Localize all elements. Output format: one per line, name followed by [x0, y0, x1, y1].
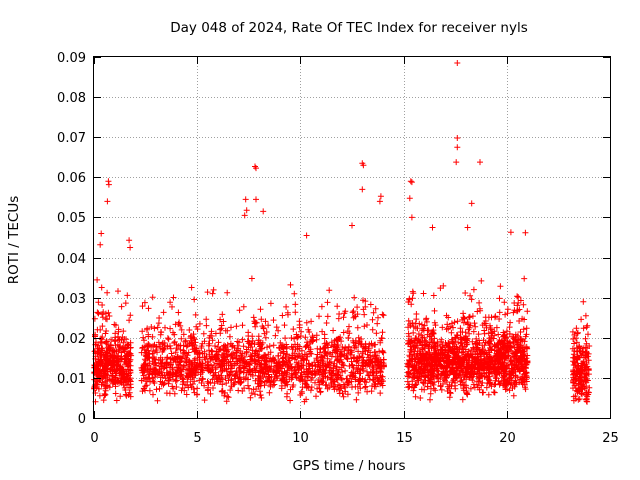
- notable-point: [253, 165, 259, 172]
- y-axis-label: ROTI / TECUs: [6, 196, 22, 284]
- x-tick-label: 0: [90, 431, 98, 446]
- notable-point: [242, 196, 249, 203]
- y-tick-label: 0: [78, 412, 86, 427]
- y-tick-label: 0.05: [57, 211, 86, 226]
- chart-title: Day 048 of 2024, Rate Of TEC Index for r…: [170, 20, 527, 36]
- x-tick-label: 15: [396, 431, 413, 446]
- notable-point: [243, 207, 250, 214]
- x-tick-label: 5: [193, 431, 201, 446]
- tick-labels: 0 0.01 0.02 0.03 0.04 0.05 0.06 0.07 0.08 0.09 0 5 1…: [57, 51, 619, 446]
- x-tick-label: 25: [602, 431, 619, 446]
- notable-point: [260, 208, 267, 215]
- notable-point: [454, 144, 461, 151]
- notable-point: [253, 196, 259, 203]
- plot-frame: [93, 56, 611, 419]
- notable-point: [360, 162, 367, 169]
- grid-lines: [94, 57, 610, 418]
- data-segment-3: [404, 275, 531, 403]
- notable-point: [97, 241, 104, 248]
- x-tick-label: 10: [292, 431, 309, 446]
- notable-point: [104, 198, 111, 205]
- y-tick-label: 0.06: [57, 171, 86, 186]
- notable-point: [407, 178, 414, 185]
- y-tick-label: 0.04: [57, 252, 86, 267]
- notable-point: [349, 222, 355, 229]
- notable-point: [408, 214, 415, 221]
- axis-ticks: [94, 57, 611, 419]
- notable-point: [477, 159, 483, 166]
- x-tick-label: 20: [499, 431, 516, 446]
- y-tick-label: 0.08: [57, 91, 86, 106]
- notable-point: [241, 212, 248, 219]
- notable-point: [454, 60, 461, 66]
- data-segment-1: [91, 276, 135, 405]
- data-segment-4: [569, 298, 593, 405]
- y-tick-label: 0.02: [57, 332, 86, 347]
- y-tick-label: 0.01: [57, 372, 86, 387]
- notable-point: [454, 135, 461, 141]
- x-axis-label: GPS time / hours: [292, 458, 405, 474]
- notable-point: [359, 186, 366, 193]
- data-points: [91, 60, 593, 405]
- notable-point: [303, 232, 310, 239]
- notable-point: [98, 230, 105, 237]
- data-segment-2: [138, 275, 387, 405]
- notable-point: [105, 181, 112, 188]
- notable-point: [522, 229, 529, 236]
- y-tick-label: 0.09: [57, 51, 86, 66]
- notable-point: [376, 198, 383, 205]
- notable-point: [429, 224, 436, 231]
- notable-point: [453, 159, 460, 166]
- y-tick-label: 0.03: [57, 292, 86, 307]
- notable-point: [126, 237, 133, 244]
- notable-point: [507, 229, 514, 236]
- notable-point: [377, 193, 384, 200]
- y-tick-label: 0.07: [57, 131, 86, 146]
- notable-point: [468, 200, 475, 207]
- notable-point: [408, 179, 415, 186]
- notable-point: [464, 224, 471, 231]
- notable-point: [127, 244, 134, 251]
- notable-point: [406, 195, 413, 202]
